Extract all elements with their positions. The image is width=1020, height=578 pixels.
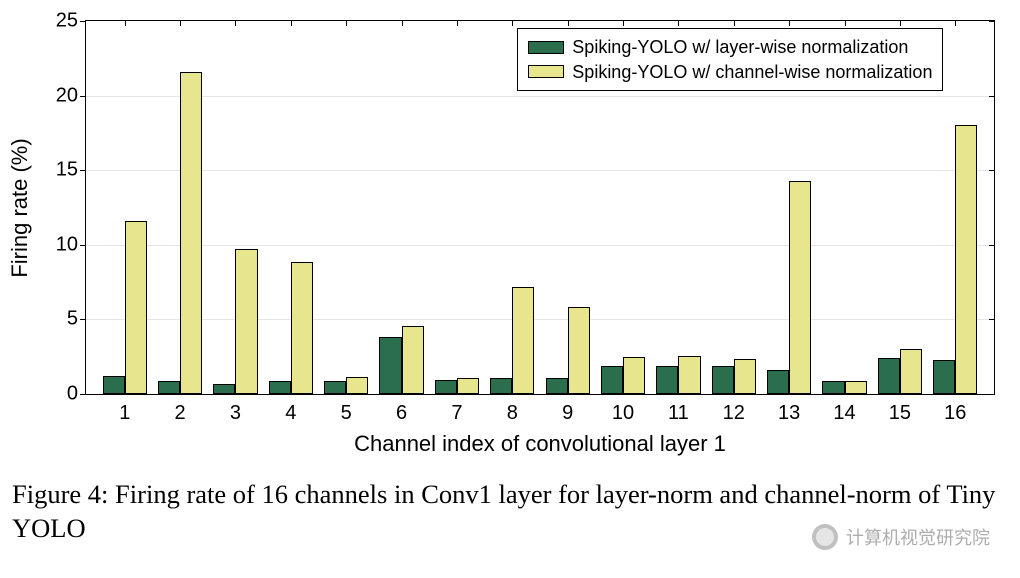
bar-channel	[180, 72, 202, 394]
legend-item: Spiking-YOLO w/ channel-wise normalizati…	[528, 60, 932, 84]
legend-swatch	[528, 41, 564, 54]
watermark-text: 计算机视觉研究院	[846, 524, 990, 550]
watermark: 计算机视觉研究院	[812, 524, 990, 550]
bar-layer	[822, 381, 844, 394]
x-tick-label: 8	[507, 402, 518, 425]
wechat-icon	[812, 524, 838, 550]
bar-layer	[712, 366, 734, 394]
y-tick-label: 15	[56, 159, 78, 182]
y-axis-label: Firing rate (%)	[7, 138, 33, 277]
bar-layer	[435, 380, 457, 394]
x-tick-label: 16	[944, 402, 966, 425]
x-tick-label: 2	[175, 402, 186, 425]
bar-channel	[789, 181, 811, 394]
gridline	[86, 170, 994, 171]
x-tick-label: 4	[285, 402, 296, 425]
bar-layer	[213, 384, 235, 394]
bar-layer	[324, 381, 346, 394]
x-tick-label: 9	[562, 402, 573, 425]
bar-layer	[767, 370, 789, 394]
x-tick-label: 12	[723, 402, 745, 425]
bar-channel	[125, 221, 147, 394]
bar-channel	[955, 125, 977, 394]
y-tick-label: 5	[67, 308, 78, 331]
bar-channel	[845, 381, 867, 394]
x-tick-label: 13	[778, 402, 800, 425]
x-tick-label: 3	[230, 402, 241, 425]
x-tick-label: 5	[341, 402, 352, 425]
x-tick-label: 1	[119, 402, 130, 425]
bar-channel	[678, 356, 700, 394]
bar-channel	[346, 377, 368, 394]
firing-rate-bar-chart: 051015202512345678910111213141516Spiking…	[0, 0, 1020, 460]
bar-layer	[656, 366, 678, 394]
x-tick-label: 11	[668, 402, 689, 425]
x-axis-label: Channel index of convolutional layer 1	[354, 431, 726, 457]
y-tick-label: 20	[56, 84, 78, 107]
legend-swatch	[528, 65, 564, 78]
y-tick-label: 10	[56, 233, 78, 256]
gridline	[86, 245, 994, 246]
bar-channel	[457, 378, 479, 394]
x-tick-label: 6	[396, 402, 407, 425]
bar-channel	[623, 357, 645, 394]
bar-layer	[878, 358, 900, 394]
bar-layer	[933, 360, 955, 394]
legend-label: Spiking-YOLO w/ channel-wise normalizati…	[572, 60, 932, 84]
x-tick-label: 7	[451, 402, 462, 425]
x-tick-label: 15	[889, 402, 911, 425]
bar-layer	[158, 381, 180, 394]
bar-layer	[490, 378, 512, 394]
bar-layer	[601, 366, 623, 394]
bar-channel	[512, 287, 534, 394]
y-tick-label: 25	[56, 10, 78, 33]
bar-channel	[568, 307, 590, 394]
legend-label: Spiking-YOLO w/ layer-wise normalization	[572, 35, 908, 59]
bar-channel	[235, 249, 257, 394]
bar-channel	[402, 326, 424, 394]
y-tick-label: 0	[67, 383, 78, 406]
x-tick-label: 14	[833, 402, 855, 425]
x-tick-label: 10	[612, 402, 634, 425]
bar-channel	[291, 262, 313, 394]
plot-area: 051015202512345678910111213141516Spiking…	[85, 20, 995, 395]
bar-layer	[269, 381, 291, 394]
bar-layer	[103, 376, 125, 394]
legend-item: Spiking-YOLO w/ layer-wise normalization	[528, 35, 932, 59]
bar-layer	[546, 378, 568, 394]
gridline	[86, 96, 994, 97]
bar-channel	[900, 349, 922, 395]
bar-channel	[734, 359, 756, 394]
gridline	[86, 319, 994, 320]
legend: Spiking-YOLO w/ layer-wise normalization…	[517, 28, 943, 91]
bar-layer	[379, 337, 401, 394]
